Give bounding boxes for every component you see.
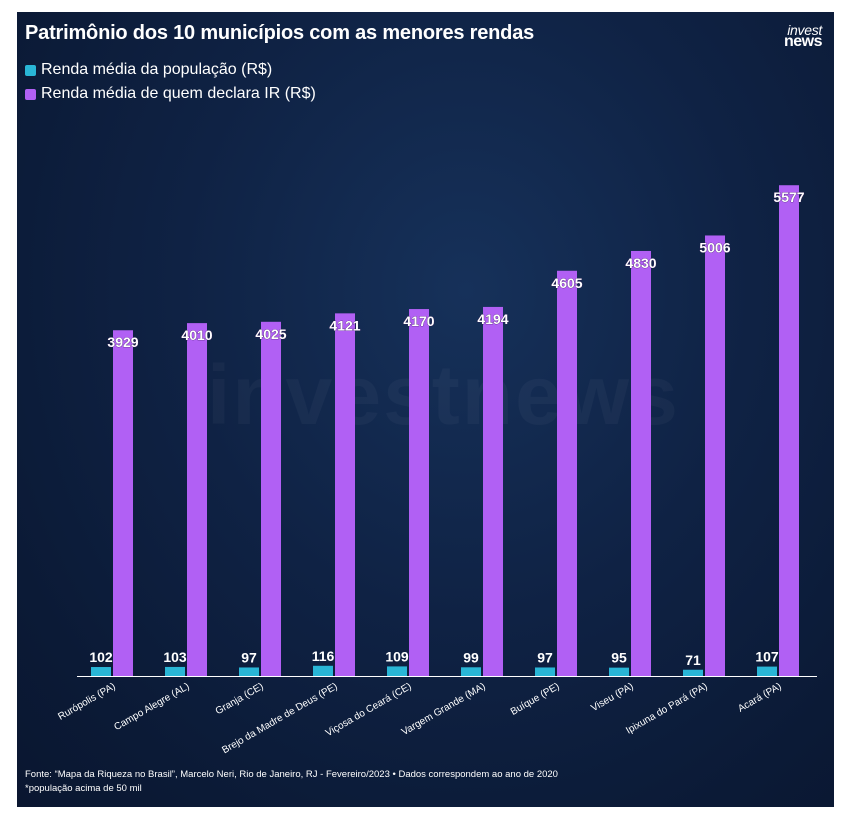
bar-population <box>313 665 333 676</box>
data-label-population: 97 <box>537 649 553 665</box>
data-label-population: 95 <box>611 650 627 666</box>
bar-population <box>91 667 111 676</box>
investnews-logo: invest news <box>783 22 823 50</box>
x-tick-label: Rurópolis (PA) <box>56 681 117 723</box>
footer: Fonte: “Mapa da Riqueza no Brasil”, Marc… <box>25 768 558 796</box>
data-label-ir: 4025 <box>255 326 286 342</box>
bar-ir <box>557 270 577 676</box>
data-label-population: 109 <box>385 648 409 664</box>
bar-population <box>683 669 703 676</box>
x-tick-label: Granja (CE) <box>214 681 266 717</box>
logo-line-2: news <box>783 33 823 50</box>
footer-note: *população acima de 50 mil <box>25 783 142 794</box>
legend-label-population: Renda média da população (R$) <box>41 61 273 78</box>
bar-ir <box>261 321 281 676</box>
x-tick-label: Vargem Grande (MA) <box>400 681 488 738</box>
bar-population <box>535 667 555 676</box>
bar-ir <box>335 313 355 676</box>
data-label-ir: 4170 <box>403 313 434 329</box>
bar-population <box>757 666 777 676</box>
x-tick-label: Buíque (PE) <box>509 681 562 718</box>
data-label-ir: 5006 <box>699 239 730 255</box>
data-label-population: 107 <box>755 649 779 665</box>
legend-label-ir: Renda média de quem declara IR (R$) <box>41 85 316 102</box>
data-label-ir: 3929 <box>107 334 138 350</box>
data-label-ir: 4830 <box>625 255 656 271</box>
data-label-population: 116 <box>312 648 335 664</box>
legend-swatch-population <box>25 64 36 76</box>
x-tick-label: Brejo da Madre de Deus (PE) <box>220 681 339 756</box>
chart-title: Patrimônio dos 10 municípios com as meno… <box>25 22 535 44</box>
legend-item-population: Renda média da população (R$) <box>25 61 272 79</box>
data-label-population: 71 <box>685 652 701 668</box>
x-tick-label: Viseu (PA) <box>589 681 635 714</box>
bar-population <box>165 666 185 676</box>
logo-line-1: invest <box>787 22 822 38</box>
data-label-population: 103 <box>163 649 187 665</box>
data-label-ir: 4194 <box>477 311 508 327</box>
data-label-population: 102 <box>89 649 113 665</box>
x-tick-label: Acará (PA) <box>736 681 783 715</box>
bar-population <box>239 667 259 676</box>
x-tick-label: Campo Alegre (AL) <box>112 681 191 733</box>
data-label-ir: 4121 <box>329 317 360 333</box>
data-label-ir: 4010 <box>181 327 212 343</box>
bar-ir <box>113 330 133 676</box>
bar-ir <box>187 323 207 676</box>
bar-population <box>461 667 481 676</box>
bar-ir <box>483 306 503 676</box>
bar-population <box>387 666 407 676</box>
legend-item-ir: Renda média de quem declara IR (R$) <box>25 85 316 103</box>
footer-source: Fonte: “Mapa da Riqueza no Brasil”, Marc… <box>25 769 558 780</box>
legend-swatch-ir <box>25 88 36 100</box>
bar-ir <box>631 250 651 676</box>
bar-ir <box>409 309 429 676</box>
data-label-population: 97 <box>241 649 257 665</box>
bar-population <box>609 667 629 676</box>
bar-chart: 102 3929 Rurópolis (PA) 103 4010 Campo Alegre… <box>56 185 817 756</box>
data-label-ir: 5577 <box>773 189 804 205</box>
bar-ir <box>779 185 799 676</box>
data-label-population: 99 <box>463 649 479 665</box>
x-tick-label: Ipixuna do Pará (PA) <box>624 681 709 737</box>
bar-ir <box>705 235 725 677</box>
data-label-ir: 4605 <box>551 275 582 291</box>
